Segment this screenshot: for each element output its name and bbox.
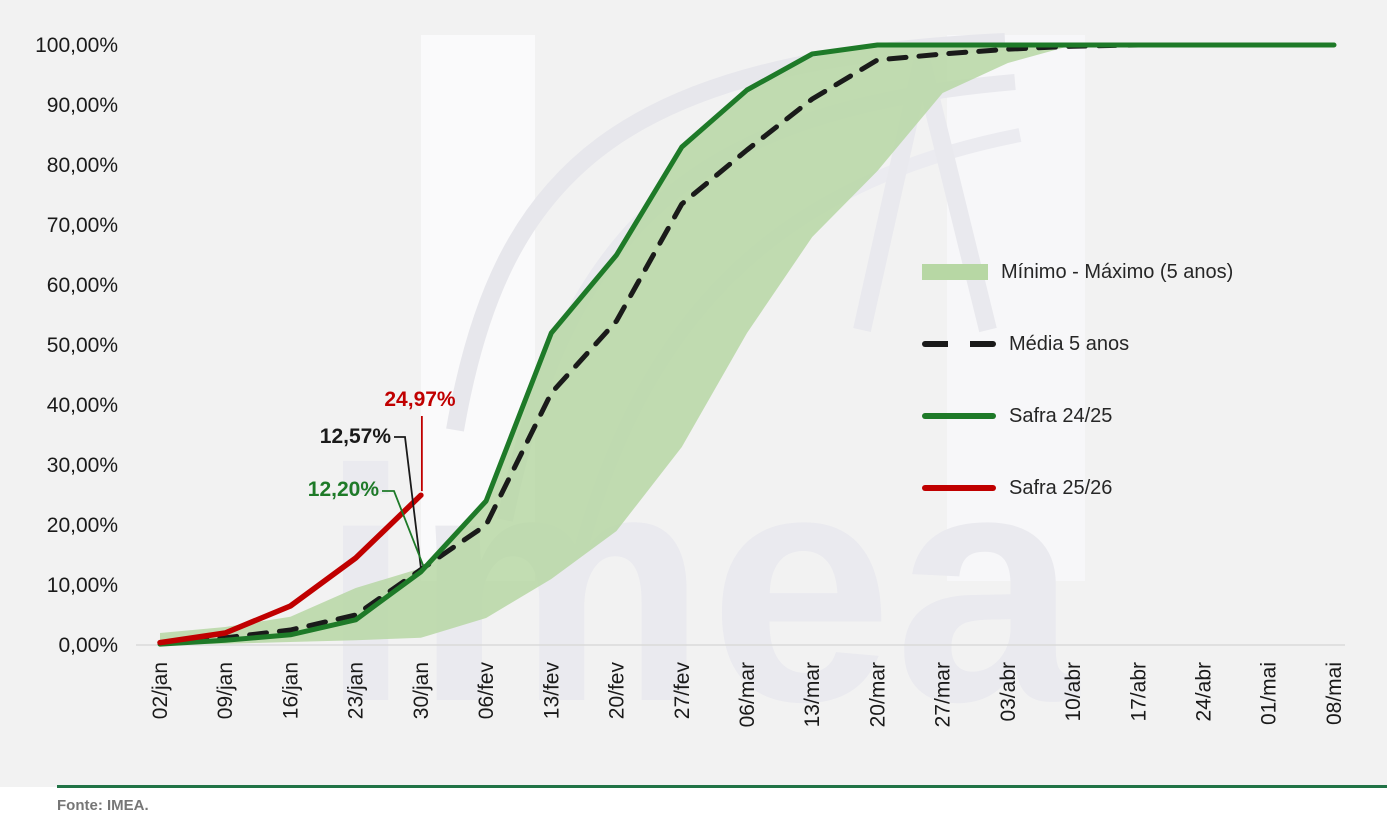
legend-item-safra-24-25: Safra 24/25 [922, 403, 1233, 429]
x-axis-tick: 09/jan [214, 662, 237, 719]
safra-25-26-line [157, 492, 424, 646]
y-axis-tick: 0,00% [58, 634, 118, 657]
annotation-leader-green [382, 490, 426, 571]
x-axis-tick: 13/fev [540, 662, 563, 720]
x-axis-tick: 10/abr [1062, 662, 1085, 722]
y-axis-tick: 100,00% [35, 34, 118, 57]
green-line-swatch [922, 413, 996, 419]
y-axis-tick: 90,00% [47, 94, 118, 117]
x-axis-tick: 30/jan [410, 662, 433, 719]
y-axis-tick: 70,00% [47, 214, 118, 237]
dashed-line-swatch [922, 341, 996, 347]
source-text: Fonte: IMEA. [57, 797, 149, 814]
footer-rule [57, 785, 1387, 788]
annotation-safra-25-26-value: 24,97% [384, 388, 456, 411]
x-axis-tick: 17/abr [1127, 662, 1150, 722]
y-axis-tick: 20,00% [47, 514, 118, 537]
legend: Mínimo - Máximo (5 anos) Média 5 anos Sa… [922, 259, 1233, 501]
x-axis-tick: 27/fev [671, 662, 694, 720]
x-axis-tick: 16/jan [279, 662, 302, 719]
y-axis-tick: 50,00% [47, 334, 118, 357]
x-axis-tick: 03/abr [997, 662, 1020, 722]
x-axis-tick: 20/fev [606, 662, 629, 720]
y-axis-tick: 40,00% [47, 394, 118, 417]
band-swatch [922, 264, 988, 280]
red-line-swatch [922, 485, 996, 491]
safra-24-25-line [157, 42, 1337, 647]
x-axis-tick: 06/mar [736, 662, 759, 727]
annotation-media-5-anos-value: 12,57% [319, 425, 391, 448]
legend-label: Safra 25/26 [1009, 476, 1113, 499]
min-max-band [160, 45, 1334, 645]
annotation-leader-black [394, 436, 422, 568]
legend-label: Safra 24/25 [1009, 404, 1113, 427]
y-axis-tick: 10,00% [47, 574, 118, 597]
legend-item-media: Média 5 anos [922, 331, 1233, 357]
y-axis-tick: 60,00% [47, 274, 118, 297]
legend-label: Mínimo - Máximo (5 anos) [1001, 260, 1234, 283]
y-axis-tick: 80,00% [47, 154, 118, 177]
x-axis-tick: 20/mar [866, 662, 889, 727]
x-axis-tick: 24/abr [1193, 662, 1216, 722]
x-axis-tick: 02/jan [149, 662, 172, 719]
x-axis-tick: 23/jan [345, 662, 368, 719]
x-axis-tick: 27/mar [932, 662, 955, 727]
annotation-safra-24-25-value: 12,20% [307, 478, 379, 501]
y-axis-tick: 30,00% [47, 454, 118, 477]
x-axis-tick: 08/mai [1323, 662, 1346, 725]
legend-item-min-max: Mínimo - Máximo (5 anos) [922, 259, 1233, 285]
x-axis-tick: 01/mai [1258, 662, 1281, 725]
x-axis-tick: 13/mar [801, 662, 824, 727]
legend-label: Média 5 anos [1009, 332, 1130, 355]
x-axis-tick: 06/fev [475, 662, 498, 720]
legend-item-safra-25-26: Safra 25/26 [922, 475, 1233, 501]
footer: Fonte: IMEA. [0, 785, 1387, 821]
watermark: imea [320, 33, 1085, 770]
